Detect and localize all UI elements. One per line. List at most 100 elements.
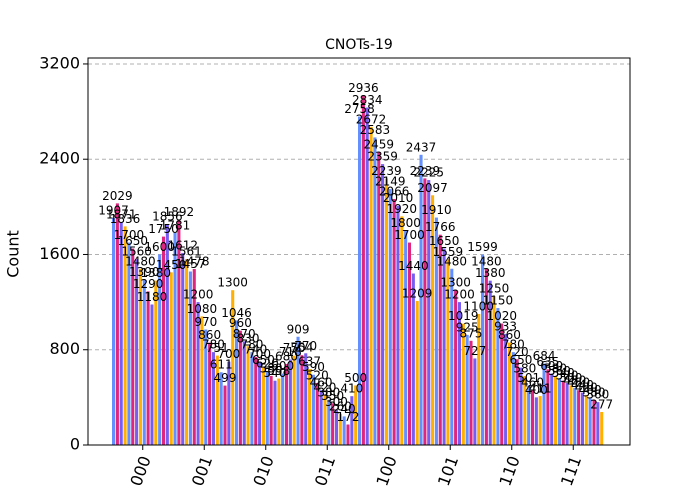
data-label: 1020	[486, 309, 517, 323]
data-label: 1450	[156, 258, 187, 272]
data-label: 277	[590, 398, 613, 412]
data-label: 1560	[121, 245, 152, 259]
bar	[411, 273, 415, 445]
bar	[115, 203, 119, 445]
bar	[588, 397, 592, 445]
bar	[415, 301, 419, 445]
bar	[434, 217, 438, 445]
data-label: 240	[333, 402, 356, 416]
bar	[288, 359, 292, 445]
bar	[231, 290, 235, 445]
bar	[331, 403, 335, 445]
data-label: 2239	[371, 164, 402, 178]
bar	[235, 320, 239, 445]
bar	[173, 232, 177, 445]
data-label: 1892	[164, 205, 195, 219]
bar	[492, 296, 496, 445]
bar	[392, 198, 396, 445]
bar	[546, 369, 550, 445]
bar	[131, 248, 135, 445]
bar	[292, 355, 296, 445]
data-label: 1300	[440, 276, 471, 290]
bar	[315, 383, 319, 445]
data-label: 2239	[410, 164, 441, 178]
data-label: 960	[229, 316, 252, 330]
data-label: 440	[571, 378, 594, 392]
data-label: 580	[544, 361, 567, 375]
data-label: 1599	[467, 240, 498, 254]
bar	[135, 259, 139, 445]
data-label: 1480	[125, 254, 156, 268]
bar	[192, 269, 196, 445]
data-label: 780	[502, 338, 525, 352]
data-label: 1209	[402, 287, 433, 301]
data-label: 1612	[167, 239, 198, 253]
data-label: 727	[463, 344, 486, 358]
data-label: 2010	[383, 191, 414, 205]
data-label: 870	[233, 327, 256, 341]
bar	[319, 390, 323, 445]
data-label: 460	[521, 376, 544, 390]
data-label: 1750	[148, 222, 179, 236]
bar	[584, 394, 588, 445]
data-label: 2066	[379, 184, 410, 198]
data-label: 2583	[360, 123, 391, 137]
data-label: 1766	[425, 220, 456, 234]
x-tick-label: 111	[557, 453, 585, 488]
data-label: 560	[548, 364, 571, 378]
data-label: 700	[248, 347, 271, 361]
data-label: 1150	[483, 294, 514, 308]
bar	[500, 323, 504, 445]
bar	[150, 304, 154, 445]
data-label: 520	[556, 369, 579, 383]
bar	[188, 271, 192, 445]
bar	[211, 352, 216, 445]
bar	[327, 399, 331, 445]
bar	[377, 152, 381, 445]
data-label: 718	[279, 345, 302, 359]
bar	[454, 290, 458, 445]
chart-title: CNOTs-19	[325, 37, 393, 53]
bar	[250, 352, 254, 445]
data-label: 2672	[356, 112, 387, 126]
bar	[281, 373, 285, 445]
data-label: 1200	[183, 288, 214, 302]
data-label: 780	[240, 338, 263, 352]
bar	[227, 361, 231, 445]
data-label: 637	[298, 355, 321, 369]
data-label: 380	[317, 385, 340, 399]
y-axis-label: Count	[4, 230, 23, 278]
x-tick-label: 100	[372, 453, 400, 488]
bar	[365, 107, 369, 445]
data-label: 2149	[375, 175, 406, 189]
bar	[169, 272, 173, 445]
data-label: 1180	[137, 290, 168, 304]
bar	[534, 397, 538, 445]
bar	[373, 137, 377, 445]
data-label: 1800	[390, 216, 421, 230]
bar	[200, 316, 204, 445]
data-label: 1650	[429, 234, 460, 248]
bar	[342, 416, 346, 445]
bar	[369, 126, 373, 445]
bar	[396, 205, 400, 445]
data-label: 933	[494, 319, 517, 333]
data-label: 2758	[344, 102, 375, 116]
data-label: 1871	[106, 208, 137, 222]
data-label: 2437	[406, 140, 437, 154]
data-label: 400	[579, 383, 602, 397]
data-label: 2359	[367, 150, 398, 164]
data-label: 1561	[171, 245, 202, 259]
data-label: 540	[264, 366, 287, 380]
data-label: 1907	[98, 203, 129, 217]
bar	[242, 341, 246, 445]
bar	[304, 353, 308, 445]
bar	[442, 248, 446, 445]
data-label: 770	[294, 339, 317, 353]
data-label: 1920	[387, 202, 418, 216]
bar	[388, 189, 392, 445]
bar	[323, 394, 327, 445]
data-label: 860	[198, 328, 221, 342]
bar	[592, 399, 596, 445]
bar	[308, 369, 312, 445]
